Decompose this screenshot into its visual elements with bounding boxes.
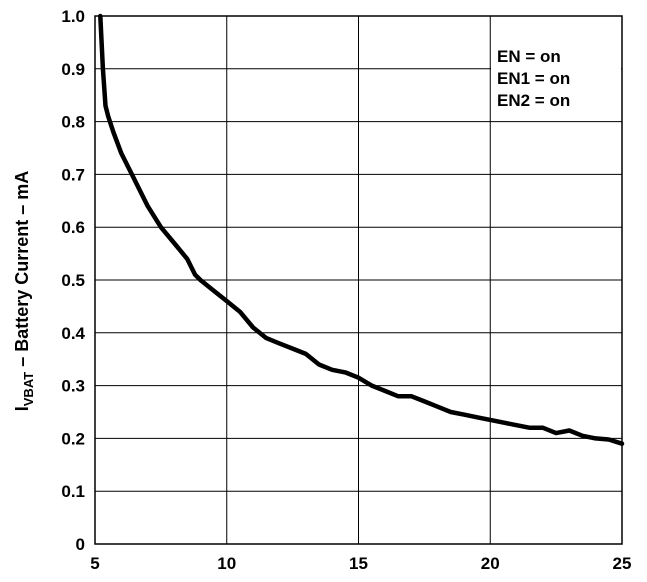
legend-box xyxy=(491,38,621,114)
y-tick-label: 0.6 xyxy=(61,218,85,237)
grid xyxy=(95,16,622,544)
y-tick-label: 0.2 xyxy=(61,429,85,448)
legend: EN = on EN1 = on EN2 = on xyxy=(497,47,570,110)
y-tick-label: 0.4 xyxy=(61,324,85,343)
y-tick-label: 0.1 xyxy=(61,482,85,501)
x-tick-label: 15 xyxy=(349,554,368,573)
y-tick-label: 0.7 xyxy=(61,165,85,184)
y-tick-label: 0.5 xyxy=(61,271,85,290)
y-tick-label: 0.9 xyxy=(61,60,85,79)
y-axis-ticks: 0 0.1 0.2 0.3 0.4 0.5 0.6 0.7 0.8 0.9 1.0 xyxy=(61,7,85,554)
legend-entry: EN = on xyxy=(497,47,561,66)
plot-frame xyxy=(94,15,623,545)
y-tick-label: 0.8 xyxy=(61,113,85,132)
y-axis-label-main: I xyxy=(12,406,32,411)
y-axis-label-sub: VBAT xyxy=(21,372,36,406)
y-tick-label: 0.3 xyxy=(61,377,85,396)
series-line-battery-current xyxy=(98,13,625,446)
x-axis-ticks: 5 10 15 20 25 xyxy=(90,554,631,573)
y-tick-label: 1.0 xyxy=(61,7,85,26)
y-axis-label: IVBAT – Battery Current – mA xyxy=(12,171,36,412)
legend-entry: EN1 = on xyxy=(497,69,570,88)
x-tick-label: 5 xyxy=(90,554,99,573)
x-tick-label: 25 xyxy=(613,554,632,573)
x-tick-label: 10 xyxy=(217,554,236,573)
y-tick-label: 0 xyxy=(76,535,85,554)
y-axis-label-rest: – Battery Current – mA xyxy=(12,171,32,372)
legend-entry: EN2 = on xyxy=(497,91,570,110)
x-tick-label: 20 xyxy=(481,554,500,573)
